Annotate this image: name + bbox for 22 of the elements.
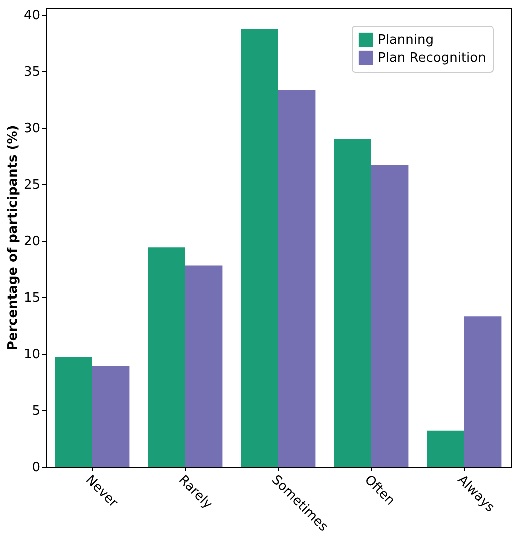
y-tick-label: 0 <box>32 460 40 476</box>
y-tick-label: 30 <box>24 121 40 136</box>
legend-label: Plan Recognition <box>378 51 486 66</box>
y-tick-label: 25 <box>24 178 40 193</box>
y-tick-label: 15 <box>24 290 40 306</box>
y-axis-title: Percentage of participants (%) <box>6 125 21 351</box>
bar <box>148 248 186 467</box>
bar <box>241 29 278 467</box>
y-tick-label: 35 <box>24 64 40 80</box>
bar <box>334 139 372 467</box>
bar <box>186 266 223 467</box>
bar <box>372 165 409 467</box>
legend-label: Planning <box>378 33 434 48</box>
y-tick-label: 10 <box>24 347 40 362</box>
y-tick-label: 20 <box>24 234 40 250</box>
y-tick-label: 5 <box>32 404 40 419</box>
bar <box>427 430 464 467</box>
bar <box>278 90 316 467</box>
y-tick-label: 40 <box>24 8 40 24</box>
bar <box>464 316 502 467</box>
bar <box>92 366 130 467</box>
bar <box>55 357 92 467</box>
